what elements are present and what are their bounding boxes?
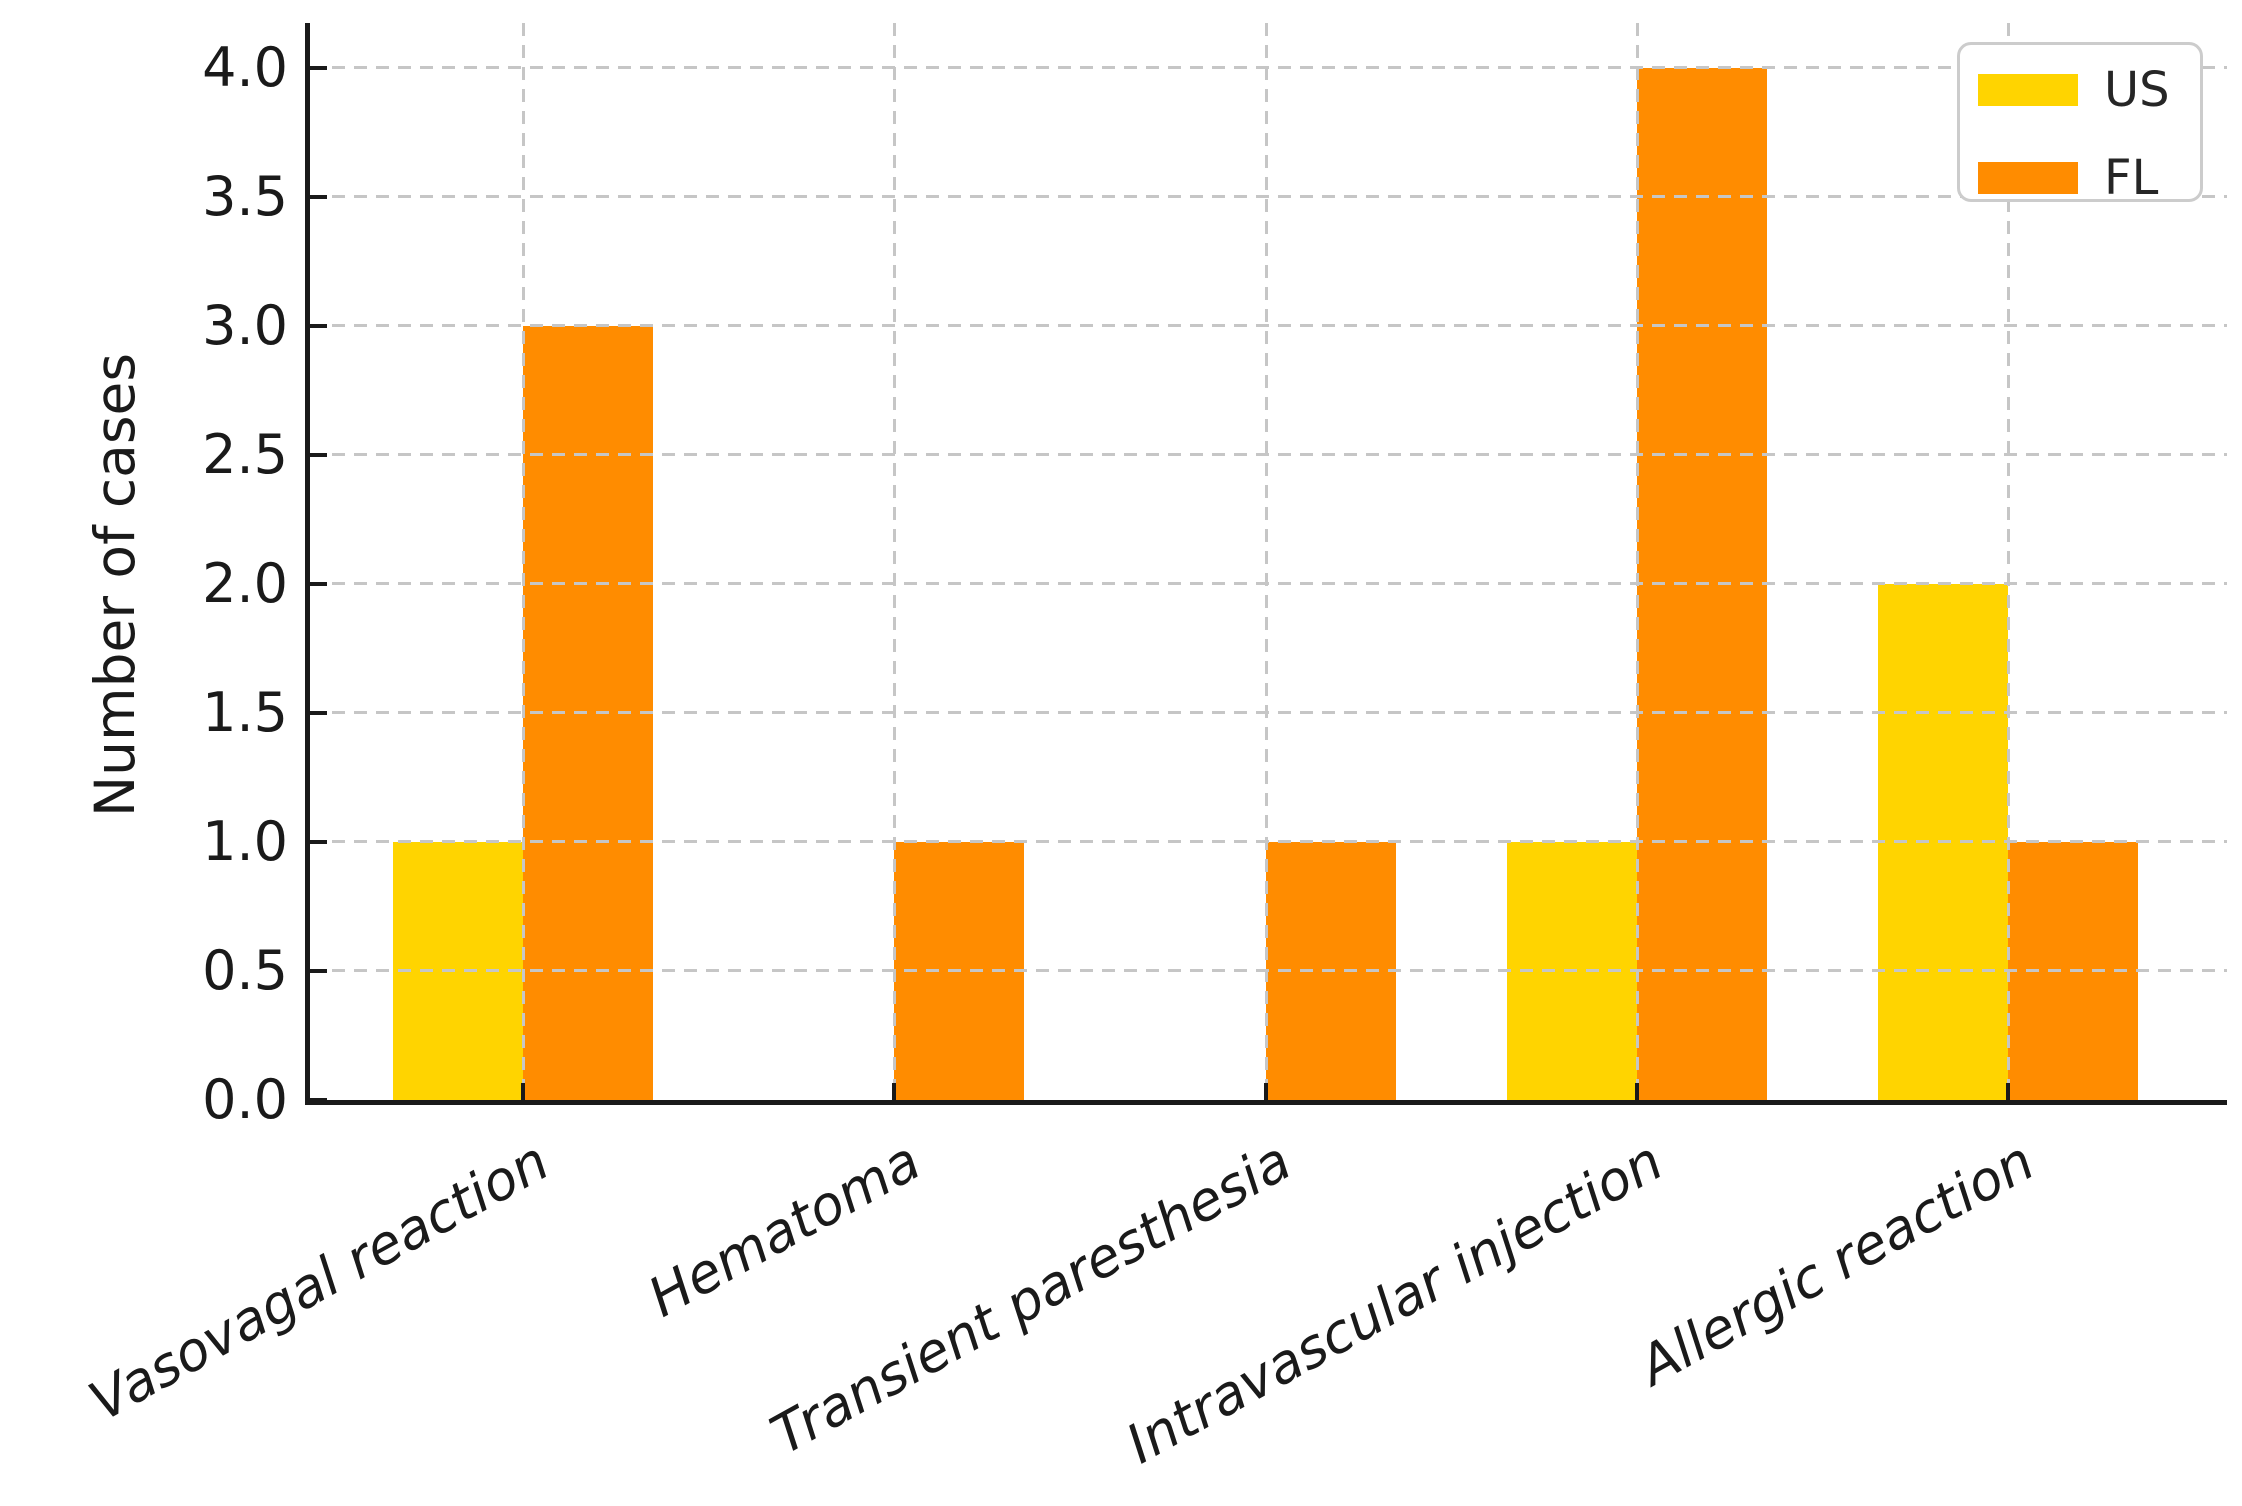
legend-swatch-us bbox=[1978, 74, 2078, 106]
gridline-h-2.5 bbox=[310, 453, 2227, 456]
y-tick-2.5 bbox=[310, 453, 327, 457]
y-axis-line bbox=[305, 23, 310, 1105]
gridline-v-hematoma bbox=[893, 23, 897, 1100]
legend-item-us: US bbox=[1978, 66, 2200, 114]
y-tick-2.0 bbox=[310, 582, 327, 586]
x-tick-intravascular-injection bbox=[1634, 1083, 1639, 1100]
plot-area bbox=[305, 23, 2227, 1105]
gridline-h-0.5 bbox=[310, 969, 2227, 972]
gridline-v-intravascular-injection bbox=[1635, 23, 1639, 1100]
y-tick-4.0 bbox=[310, 66, 327, 70]
y-tick-1.5 bbox=[310, 711, 327, 715]
x-tick-transient-paresthesia bbox=[1263, 1083, 1268, 1100]
gridline-h-3.5 bbox=[310, 195, 2227, 198]
gridline-v-transient-paresthesia bbox=[1264, 23, 1268, 1100]
legend-label-us: US bbox=[2104, 62, 2170, 118]
x-tick-label-allergic-reaction: Allergic reaction bbox=[1628, 1129, 2045, 1398]
x-tick-label-vasovagal-reaction: Vasovagal reaction bbox=[78, 1129, 560, 1434]
legend-swatch-fl bbox=[1978, 162, 2078, 194]
legend-item-fl: FL bbox=[1978, 154, 2200, 202]
legend-label-fl: FL bbox=[2104, 150, 2159, 206]
y-tick-label-1.0: 1.0 bbox=[202, 810, 288, 873]
x-axis-line bbox=[305, 1100, 2227, 1105]
x-tick-vasovagal-reaction bbox=[521, 1083, 525, 1100]
y-tick-3.5 bbox=[310, 195, 327, 199]
y-tick-1.0 bbox=[310, 840, 327, 844]
y-tick-label-0.5: 0.5 bbox=[202, 939, 288, 1002]
gridline-h-2.0 bbox=[310, 582, 2227, 585]
gridline-h-3.0 bbox=[310, 324, 2227, 327]
y-tick-label-2.0: 2.0 bbox=[202, 552, 288, 615]
x-tick-label-hematoma: Hematoma bbox=[637, 1129, 931, 1330]
y-tick-label-3.5: 3.5 bbox=[202, 165, 288, 228]
x-tick-allergic-reaction bbox=[2006, 1083, 2010, 1100]
y-tick-0.0 bbox=[310, 1098, 327, 1102]
gridline-v-allergic-reaction bbox=[2007, 23, 2010, 1100]
x-tick-hematoma bbox=[892, 1083, 897, 1100]
y-tick-label-4.0: 4.0 bbox=[202, 36, 288, 99]
y-tick-0.5 bbox=[310, 969, 327, 973]
y-tick-3.0 bbox=[310, 324, 327, 328]
y-tick-label-0.0: 0.0 bbox=[202, 1068, 288, 1131]
y-tick-label-1.5: 1.5 bbox=[202, 681, 288, 744]
legend: US FL bbox=[1957, 42, 2203, 202]
gridline-h-1.0 bbox=[310, 840, 2227, 843]
y-tick-label-2.5: 2.5 bbox=[202, 423, 288, 486]
y-tick-label-3.0: 3.0 bbox=[202, 294, 288, 357]
gridline-v-vasovagal-reaction bbox=[522, 23, 525, 1100]
y-axis-title: Number of cases bbox=[83, 352, 147, 818]
gridline-h-1.5 bbox=[310, 711, 2227, 714]
gridline-h-4.0 bbox=[310, 66, 2227, 69]
